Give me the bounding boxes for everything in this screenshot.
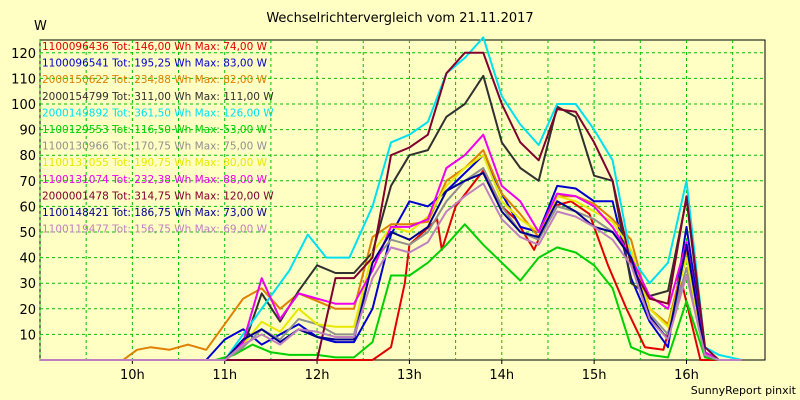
y-axis-label: W — [34, 19, 47, 34]
legend: 1100096436 Tot: 146,00 Wh Max: 74,00 W 11… — [42, 41, 274, 236]
legend-entry: 2000001478 Tot: 314,75 Wh Max: 120,00 W — [42, 190, 274, 202]
x-tick-label: 12h — [305, 368, 330, 383]
series-lines — [40, 36, 743, 361]
y-tick-label: 50 — [19, 226, 36, 241]
y-tick-label: 110 — [11, 72, 36, 87]
legend-entry: 1100096436 Tot: 146,00 Wh Max: 74,00 W — [42, 41, 268, 53]
chart-title: Wechselrichtervergleich vom 21.11.2017 — [266, 11, 533, 26]
y-tick-label: 40 — [19, 252, 36, 267]
grid — [39, 40, 765, 360]
x-tick-label: 11h — [212, 368, 237, 383]
legend-entry: 1100096541 Tot: 195,25 Wh Max: 83,00 W — [42, 58, 268, 70]
series-line-12 — [40, 182, 742, 361]
legend-entry: 2000150622 Tot: 234,88 Wh Max: 82,00 W — [42, 74, 268, 86]
y-tick-label: 80 — [19, 149, 36, 164]
y-tick-label: 20 — [19, 303, 36, 318]
y-tick-label: 100 — [11, 98, 36, 113]
x-tick-label: 13h — [397, 368, 422, 383]
x-tick-label: 16h — [674, 368, 699, 383]
y-tick-label: 30 — [19, 277, 36, 292]
y-axis-ticks: 10 20 30 40 50 60 70 80 90 100 110 120 — [11, 47, 36, 344]
legend-entry: 1100119477 Tot: 156,75 Wh Max: 69,00 W — [42, 224, 268, 236]
y-tick-label: 90 — [19, 124, 36, 139]
legend-entry: 1100131074 Tot: 232,38 Wh Max: 88,00 W — [42, 174, 268, 186]
x-axis-ticks: 10h 11h 12h 13h 14h 15h 16h — [120, 360, 699, 383]
legend-entry: 2000149892 Tot: 361,50 Wh Max: 126,00 W — [42, 107, 274, 119]
y-tick-label: 70 — [19, 175, 36, 190]
x-tick-label: 10h — [120, 368, 145, 383]
x-tick-label: 15h — [582, 368, 607, 383]
series-line-6 — [40, 223, 742, 361]
series-line-10 — [40, 51, 742, 361]
y-tick-label: 10 — [19, 328, 36, 343]
series-line-2 — [40, 154, 742, 361]
series-line-1 — [40, 169, 742, 361]
series-line-8 — [40, 154, 742, 361]
y-tick-label: 60 — [19, 200, 36, 215]
series-line-9 — [40, 133, 742, 361]
series-line-7 — [40, 167, 742, 361]
legend-entry: 1100130966 Tot: 170,75 Wh Max: 75,00 W — [42, 141, 268, 153]
x-tick-label: 14h — [489, 368, 514, 383]
legend-entry: 2000154799 Tot: 311,00 Wh Max: 111,00 W — [42, 91, 274, 103]
legend-entry: 1100148421 Tot: 186,75 Wh Max: 73,00 W — [42, 207, 268, 219]
series-line-5 — [40, 36, 743, 361]
legend-entry: 1100131055 Tot: 190,75 Wh Max: 80,00 W — [42, 157, 268, 169]
legend-entry: 1100129553 Tot: 116,50 Wh Max: 53,00 W — [42, 124, 268, 136]
y-tick-label: 120 — [11, 47, 36, 62]
credit-text: SunnyReport pinxit — [691, 384, 797, 397]
